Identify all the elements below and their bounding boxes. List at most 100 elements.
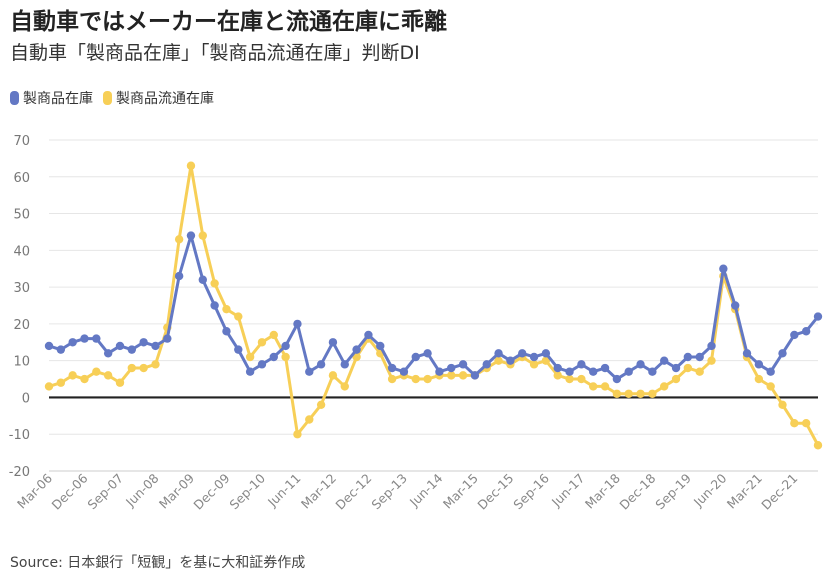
x-tick-label: Mar-15 [440,471,481,512]
data-point-manufacturer-inventory [565,367,574,376]
data-point-distribution-inventory [305,415,314,424]
y-tick-label: -10 [9,428,30,443]
data-point-distribution-inventory [151,360,160,369]
data-point-manufacturer-inventory [577,360,586,369]
data-point-distribution-inventory [257,338,267,347]
data-point-distribution-inventory [210,279,219,288]
data-point-distribution-inventory [636,389,645,398]
x-tick-label: Jun-11 [264,471,304,511]
x-tick-label: Mar-21 [724,471,765,512]
x-tick-label: Dec-09 [190,470,232,512]
data-point-manufacturer-inventory [352,345,361,354]
data-point-distribution-inventory [600,382,610,391]
data-point-distribution-inventory [447,371,456,380]
data-point-distribution-inventory [754,374,764,384]
data-point-distribution-inventory [671,374,681,384]
data-point-manufacturer-inventory [529,352,539,362]
x-tick-label: Dec-15 [474,471,516,513]
data-point-manufacturer-inventory [589,367,598,376]
data-point-distribution-inventory [80,374,89,384]
data-point-manufacturer-inventory [174,271,184,281]
data-point-manufacturer-inventory [730,301,740,310]
y-tick-label: 60 [13,171,30,186]
data-point-distribution-inventory [316,400,326,409]
x-tick-label: Sep-10 [226,470,268,512]
data-point-manufacturer-inventory [316,360,326,369]
y-tick-label: 30 [13,281,30,296]
data-point-manufacturer-inventory [482,360,491,369]
x-tick-label: Sep-07 [84,471,126,513]
y-tick-label: 20 [13,318,30,333]
data-point-manufacturer-inventory [340,360,349,369]
y-tick-label: 50 [13,208,30,223]
chart-subtitle: 自動車「製商品在庫」「製商品流通在庫」判断DI [10,42,420,64]
data-point-manufacturer-inventory [447,363,456,373]
data-point-distribution-inventory [139,363,148,373]
data-point-manufacturer-inventory [151,341,160,351]
data-point-manufacturer-inventory [541,349,551,358]
data-point-distribution-inventory [127,363,137,373]
data-point-distribution-inventory [115,378,125,387]
data-point-distribution-inventory [660,382,669,391]
data-point-distribution-inventory [778,400,787,409]
data-point-distribution-inventory [813,441,823,450]
data-point-manufacturer-inventory [245,367,255,376]
data-point-manufacturer-inventory [458,360,468,369]
legend-item-manufacturer-inventory[interactable]: 製商品在庫 [10,88,93,108]
data-point-distribution-inventory [529,360,539,369]
data-point-distribution-inventory [565,374,574,384]
data-point-distribution-inventory [68,371,77,380]
x-tick-label: Jun-17 [548,471,588,511]
data-point-distribution-inventory [411,374,420,384]
data-point-manufacturer-inventory [671,363,681,373]
data-point-manufacturer-inventory [376,341,385,351]
data-point-manufacturer-inventory [127,345,137,354]
data-point-distribution-inventory [245,352,255,362]
data-point-distribution-inventory [198,231,207,240]
data-point-manufacturer-inventory [648,367,657,376]
data-point-manufacturer-inventory [719,264,728,273]
data-point-distribution-inventory [186,161,196,170]
data-point-manufacturer-inventory [56,345,66,354]
data-point-manufacturer-inventory [269,352,278,362]
data-point-distribution-inventory [577,374,586,384]
legend-swatch-yellow [103,91,112,105]
data-point-manufacturer-inventory [210,301,219,310]
x-tick-label: Jun-08 [122,470,162,510]
data-point-distribution-inventory [458,371,468,380]
data-point-manufacturer-inventory [660,356,669,365]
legend-item-distribution-inventory[interactable]: 製商品流通在庫 [103,88,214,108]
data-point-manufacturer-inventory [139,338,148,347]
y-tick-label: 40 [13,244,30,259]
data-point-distribution-inventory [695,367,704,376]
x-tick-label: Sep-13 [368,471,410,513]
x-tick-label: Mar-18 [582,470,623,511]
data-point-manufacturer-inventory [305,367,314,376]
data-point-manufacturer-inventory [103,349,113,358]
data-point-distribution-inventory [766,382,775,391]
data-point-distribution-inventory [328,371,338,380]
data-point-manufacturer-inventory [281,341,290,351]
data-point-manufacturer-inventory [163,334,172,343]
data-point-manufacturer-inventory [801,327,811,336]
x-tick-label: Jun-14 [406,470,446,510]
data-point-manufacturer-inventory [44,341,54,351]
data-point-manufacturer-inventory [364,330,373,340]
data-point-manufacturer-inventory [707,341,716,351]
data-point-manufacturer-inventory [92,334,101,343]
data-point-distribution-inventory [494,356,503,365]
data-point-distribution-inventory [281,352,290,362]
data-point-distribution-inventory [174,235,184,244]
data-point-manufacturer-inventory [115,341,125,351]
x-tick-label: Sep-16 [510,470,552,512]
data-point-manufacturer-inventory [612,374,622,384]
x-tick-label: Sep-19 [652,470,694,512]
data-point-manufacturer-inventory [636,360,645,369]
legend: 製商品在庫 製商品流通在庫 [10,88,214,108]
data-point-manufacturer-inventory [68,338,77,347]
data-point-distribution-inventory [624,389,633,398]
data-point-distribution-inventory [589,382,598,391]
data-point-manufacturer-inventory [624,367,633,376]
data-point-manufacturer-inventory [470,371,480,380]
